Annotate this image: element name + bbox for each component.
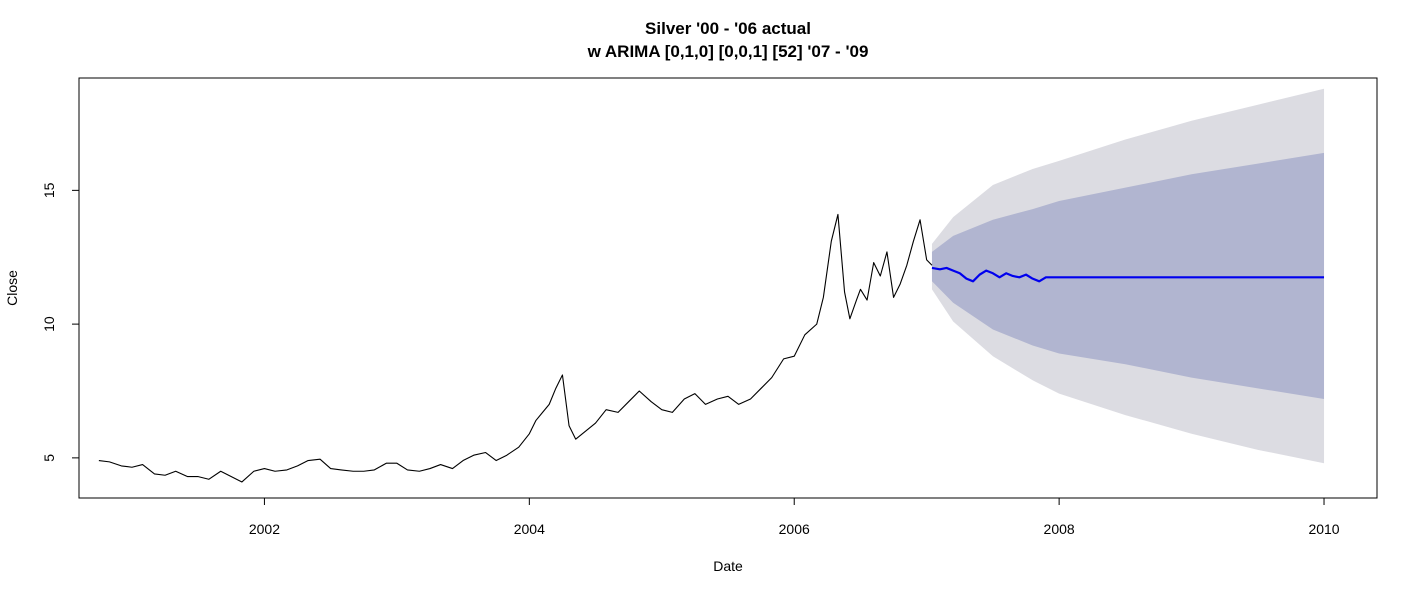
chart-subtitle: w ARIMA [0,1,0] [0,0,1] [52] '07 - '09 — [587, 42, 869, 61]
chart-title: Silver '00 - '06 actual — [645, 19, 811, 38]
x-tick-label: 2008 — [1044, 521, 1075, 537]
x-tick-label: 2002 — [249, 521, 280, 537]
actual-line — [98, 213, 933, 483]
forecast-line — [931, 266, 1325, 283]
y-tick-label: 5 — [41, 454, 57, 462]
y-tick-label: 15 — [41, 182, 57, 198]
y-axis-label: Close — [4, 270, 20, 306]
y-axis: 5 10 15 — [41, 182, 79, 462]
x-tick-label: 2006 — [779, 521, 810, 537]
x-tick-label: 2010 — [1308, 521, 1339, 537]
band-80 — [931, 152, 1325, 400]
plot-frame — [78, 77, 1378, 499]
y-tick-label: 10 — [41, 316, 57, 332]
forecast-bands — [931, 88, 1325, 464]
series-lines — [98, 213, 1325, 483]
x-tick-label: 2004 — [514, 521, 545, 537]
x-axis-label: Date — [713, 558, 743, 574]
x-axis: 2002 2004 2006 2008 2010 — [249, 498, 1340, 537]
